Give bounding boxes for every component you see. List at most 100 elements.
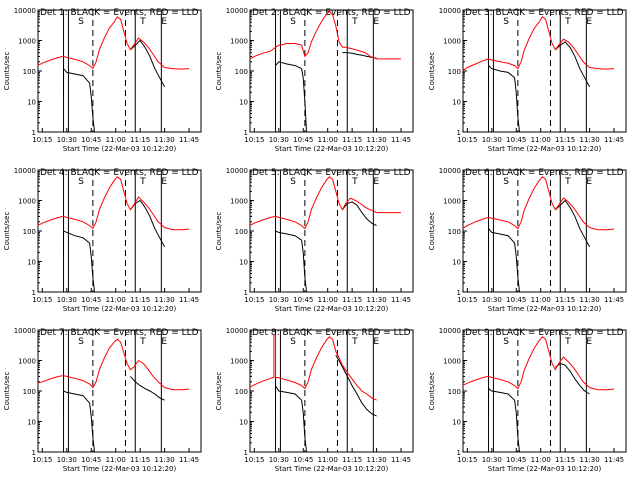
chart-title: Det 1: BLACK = Events, RED = LLD bbox=[40, 8, 199, 18]
interval-marker: T bbox=[564, 177, 571, 187]
interval-marker: E bbox=[161, 337, 167, 347]
chart-title: Det 4: BLACK = Events, RED = LLD bbox=[40, 168, 199, 178]
x-tick-label: 10:45 bbox=[81, 296, 101, 304]
series-line-events bbox=[275, 61, 307, 133]
series-line-events bbox=[488, 387, 520, 453]
y-tick-label: 1 bbox=[244, 449, 248, 457]
x-tick-label: 11:00 bbox=[106, 456, 126, 464]
plot-frame bbox=[37, 169, 202, 293]
series-line-lld bbox=[462, 16, 615, 72]
interval-marker: S bbox=[503, 17, 509, 27]
x-tick-label: 10:45 bbox=[506, 456, 526, 464]
x-tick-label: 11:15 bbox=[130, 136, 150, 144]
x-tick-label: 10:30 bbox=[482, 136, 502, 144]
y-tick-label: 1000 bbox=[230, 358, 248, 366]
y-tick-label: 10000 bbox=[439, 7, 461, 15]
x-tick-label: 10:45 bbox=[506, 136, 526, 144]
y-tick-label: 1000 bbox=[18, 198, 36, 206]
y-tick-label: 10 bbox=[27, 99, 36, 107]
series-line-events bbox=[275, 230, 307, 293]
x-tick-label: 11:00 bbox=[531, 296, 551, 304]
x-tick-label: 11:15 bbox=[555, 456, 575, 464]
x-tick-label: 11:00 bbox=[318, 136, 338, 144]
x-tick-label: 10:15 bbox=[457, 136, 477, 144]
x-tick-label: 10:30 bbox=[269, 456, 289, 464]
y-axis-label: Counts/sec bbox=[3, 212, 11, 251]
x-tick-label: 10:15 bbox=[244, 456, 264, 464]
y-tick-label: 1 bbox=[32, 289, 36, 297]
y-axis-label: Counts/sec bbox=[3, 372, 11, 411]
x-tick-label: 11:00 bbox=[531, 136, 551, 144]
x-axis-label: Start Time (22-Mar-03 10:12:20) bbox=[275, 145, 389, 153]
x-tick-label: 11:45 bbox=[604, 456, 624, 464]
y-tick-label: 1000 bbox=[230, 198, 248, 206]
series-line-lld bbox=[37, 16, 190, 70]
y-axis-label: Counts/sec bbox=[428, 52, 436, 91]
interval-marker: T bbox=[564, 17, 571, 27]
chart-title: Det 8: BLACK = Events, RED = LLD bbox=[252, 328, 411, 338]
series-line-lld bbox=[462, 336, 615, 391]
y-tick-label: 10 bbox=[239, 259, 248, 267]
interval-marker: E bbox=[586, 177, 592, 187]
x-tick-label: 10:15 bbox=[457, 296, 477, 304]
interval-marker: T bbox=[564, 337, 571, 347]
chart-title: Det 7: BLACK = Events, RED = LLD bbox=[40, 328, 199, 338]
y-axis-label: Counts/sec bbox=[215, 212, 223, 251]
series-line-lld bbox=[37, 176, 190, 231]
x-tick-label: 10:45 bbox=[506, 296, 526, 304]
x-tick-label: 10:15 bbox=[244, 136, 264, 144]
x-tick-label: 11:15 bbox=[130, 296, 150, 304]
x-axis-label: Start Time (22-Mar-03 10:12:20) bbox=[488, 145, 602, 153]
x-tick-label: 11:45 bbox=[179, 136, 199, 144]
y-tick-label: 100 bbox=[235, 388, 248, 396]
y-tick-label: 1 bbox=[457, 289, 461, 297]
interval-marker: E bbox=[373, 337, 379, 347]
plot-frame bbox=[37, 329, 202, 453]
x-axis-label: Start Time (22-Mar-03 10:12:20) bbox=[275, 305, 389, 313]
y-tick-label: 100 bbox=[448, 388, 461, 396]
interval-marker: T bbox=[351, 17, 358, 27]
interval-marker: E bbox=[161, 177, 167, 187]
x-tick-label: 10:30 bbox=[269, 296, 289, 304]
y-tick-label: 10000 bbox=[14, 327, 36, 335]
x-tick-label: 10:15 bbox=[244, 296, 264, 304]
interval-marker: S bbox=[78, 17, 84, 27]
chart-title: Det 3: BLACK = Events, RED = LLD bbox=[465, 8, 624, 18]
x-tick-label: 11:30 bbox=[580, 456, 600, 464]
y-tick-label: 10 bbox=[239, 99, 248, 107]
x-tick-label: 11:15 bbox=[342, 136, 362, 144]
plot-frame bbox=[249, 329, 414, 453]
y-tick-label: 1000 bbox=[443, 38, 461, 46]
chart-title: Det 6: BLACK = Events, RED = LLD bbox=[465, 168, 624, 178]
y-axis-label: Counts/sec bbox=[215, 372, 223, 411]
plot-frame bbox=[249, 9, 414, 133]
series-line-lld bbox=[462, 176, 615, 231]
y-axis-label: Counts/sec bbox=[428, 212, 436, 251]
series-line-lld bbox=[249, 10, 401, 60]
x-tick-label: 10:30 bbox=[57, 136, 77, 144]
x-axis-label: Start Time (22-Mar-03 10:12:20) bbox=[275, 465, 389, 473]
interval-marker: S bbox=[503, 337, 509, 347]
y-tick-label: 1000 bbox=[18, 38, 36, 46]
chart-panel-8: Det 8: BLACK = Events, RED = LLD Counts/s… bbox=[215, 327, 414, 473]
x-tick-label: 11:45 bbox=[391, 296, 411, 304]
x-tick-label: 11:30 bbox=[367, 456, 387, 464]
x-tick-label: 11:30 bbox=[155, 296, 175, 304]
x-tick-label: 11:30 bbox=[367, 136, 387, 144]
y-tick-label: 10000 bbox=[439, 327, 461, 335]
y-tick-label: 1000 bbox=[230, 38, 248, 46]
x-tick-label: 11:45 bbox=[179, 456, 199, 464]
x-tick-label: 11:00 bbox=[106, 296, 126, 304]
chart-panel-2: Det 2: BLACK = Events, RED = LLDCounts/s… bbox=[215, 7, 414, 153]
series-line-events bbox=[555, 362, 590, 395]
y-tick-label: 1000 bbox=[443, 358, 461, 366]
series-line-events bbox=[130, 39, 166, 88]
plot-frame bbox=[462, 329, 627, 453]
y-axis-label: Counts/sec bbox=[3, 52, 11, 91]
y-tick-label: 1 bbox=[244, 289, 248, 297]
x-tick-label: 11:00 bbox=[106, 136, 126, 144]
interval-marker: E bbox=[586, 17, 592, 27]
y-tick-label: 10 bbox=[452, 99, 461, 107]
y-tick-label: 1000 bbox=[18, 358, 36, 366]
plot-frame bbox=[462, 169, 627, 293]
